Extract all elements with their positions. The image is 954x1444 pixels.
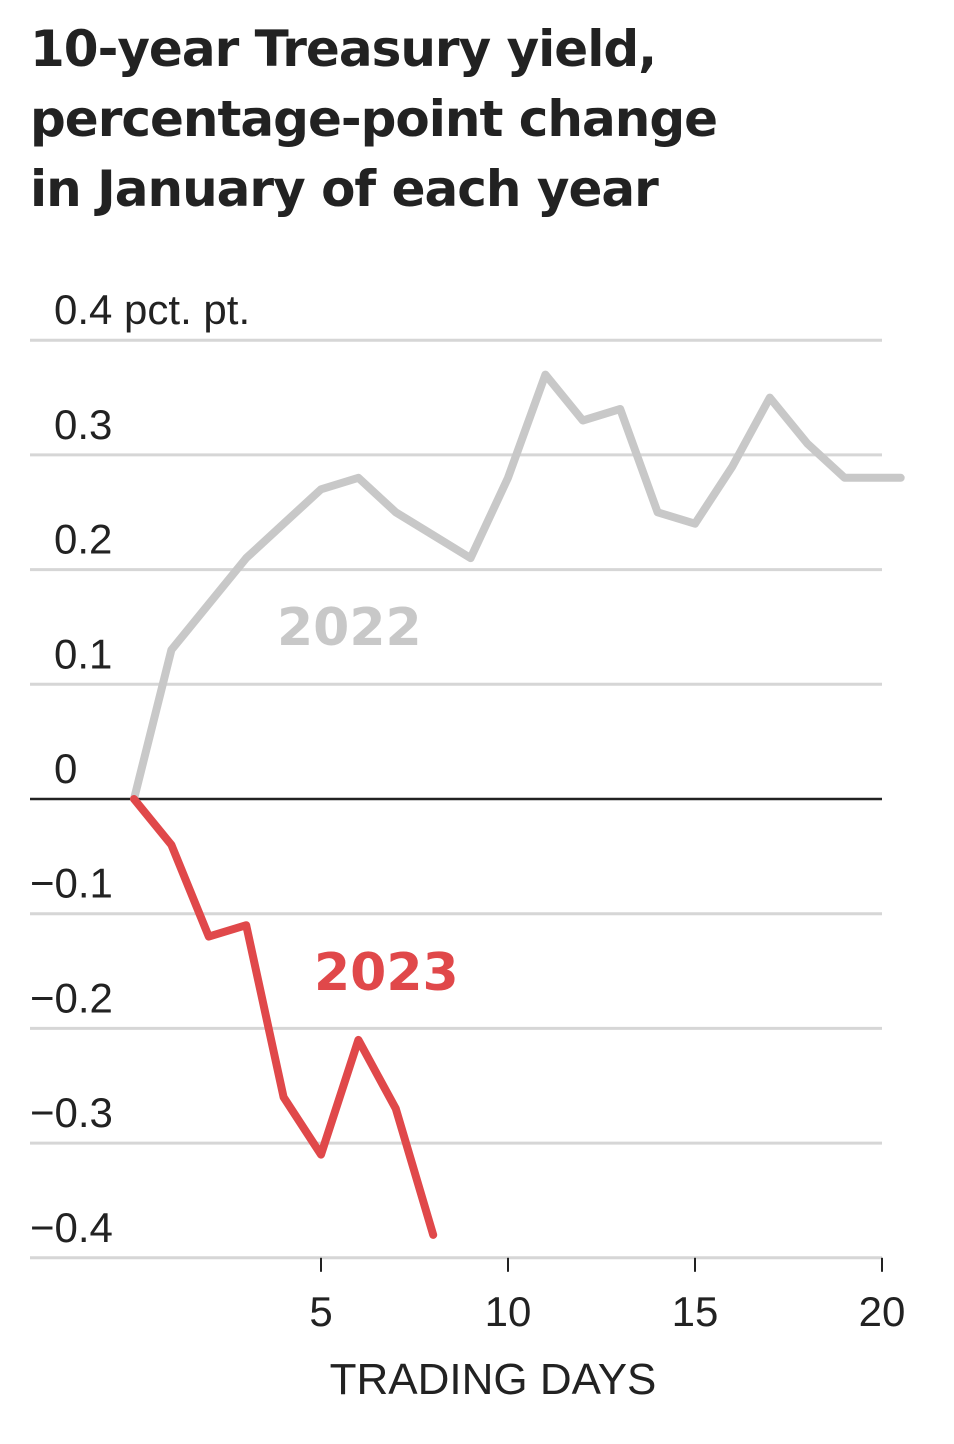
series-line-2022 [130,370,905,803]
chart-title-line-2: percentage-point change [30,90,718,148]
chart-title-line-3: in January of each year [30,160,659,218]
series-line-2023 [130,795,438,1239]
x-tick-label: 10 [485,1288,532,1335]
series-label-2022: 2022 [277,598,422,658]
x-tick-label: 5 [309,1288,332,1335]
y-tick-label: −0.3 [30,1089,113,1136]
x-axis-title: TRADING DAYS [330,1355,657,1404]
y-tick-label: −0.4 [30,1204,113,1251]
y-tick-label: 0.2 [54,516,112,563]
y-tick-label: −0.2 [30,974,113,1021]
y-axis-labels: 0.4 pct. pt. 0.3 0.2 0.1 0 −0.1 −0.2 −0.3 −0.4 [30,286,250,1251]
chart-title-line-1: 10-year Treasury yield, [30,20,657,78]
series-label-2023: 2023 [314,943,459,1003]
grid-lines [30,338,882,1260]
x-tick-label: 15 [672,1288,719,1335]
y-tick-label: 0 [54,745,77,792]
y-tick-label: 0.3 [54,401,112,448]
y-tick-label: 0.4 pct. pt. [54,286,250,333]
y-tick-label: −0.1 [30,860,113,907]
x-axis: 5 10 15 20 [309,1257,906,1335]
y-tick-label: 0.1 [54,630,112,677]
x-tick-label: 20 [859,1288,906,1335]
chart-title: 10-year Treasury yield, percentage-point… [30,14,930,224]
series-lines [130,370,905,1239]
